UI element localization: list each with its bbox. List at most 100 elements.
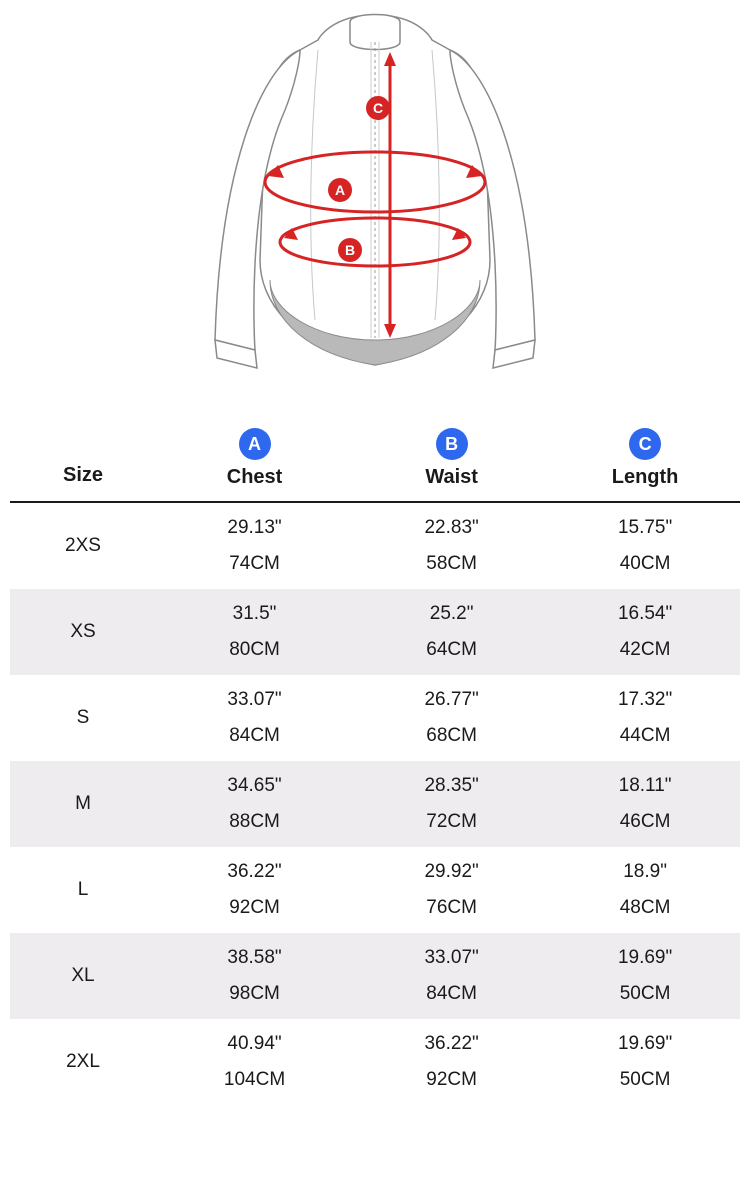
length-inches: 18.9" xyxy=(623,861,667,883)
cell-waist: 22.83" 58CM xyxy=(353,517,550,575)
waist-inches: 22.83" xyxy=(424,517,478,539)
table-row: 2XL 40.94" 104CM 36.22" 92CM 19.69" 50CM xyxy=(10,1019,740,1105)
size-value: M xyxy=(10,793,156,815)
cell-size: L xyxy=(10,879,156,901)
cell-length: 16.54" 42CM xyxy=(550,603,740,661)
cell-length: 19.69" 50CM xyxy=(550,947,740,1005)
length-cm: 40CM xyxy=(620,553,671,575)
cell-size: M xyxy=(10,793,156,815)
table-body: 2XS29.13"74CM22.83"58CM15.75"40CMXS31.5"… xyxy=(10,503,740,1105)
header-size-label: Size xyxy=(10,464,156,489)
chest-cm: 80CM xyxy=(229,639,280,661)
cell-size: S xyxy=(10,707,156,729)
badge-waist: B xyxy=(436,428,468,460)
cell-chest: 31.5" 80CM xyxy=(156,603,353,661)
header-chest-label: Chest xyxy=(227,466,283,489)
waist-inches: 33.07" xyxy=(424,947,478,969)
length-inches: 19.69" xyxy=(618,947,672,969)
size-value: XS xyxy=(10,621,156,643)
waist-cm: 72CM xyxy=(426,811,477,833)
length-inches: 17.32" xyxy=(618,689,672,711)
cell-chest: 33.07"84CM xyxy=(156,689,353,747)
chest-cm: 92CM xyxy=(229,897,280,919)
table-header-row: Size A Chest B Waist C Length xyxy=(10,420,740,503)
chest-inches: 40.94" xyxy=(227,1033,281,1055)
waist-inches: 29.92" xyxy=(424,861,478,883)
cell-size: XL xyxy=(10,965,156,987)
cell-size: 2XS xyxy=(10,535,156,557)
measure-length-label: C xyxy=(373,100,383,116)
waist-cm: 76CM xyxy=(426,897,477,919)
header-waist: B Waist xyxy=(353,428,550,489)
header-chest: A Chest xyxy=(156,428,353,489)
cell-length: 18.11" 46CM xyxy=(550,775,740,833)
measure-chest-label: A xyxy=(335,182,345,198)
waist-cm: 58CM xyxy=(426,553,477,575)
length-cm: 48CM xyxy=(620,897,671,919)
cell-chest: 36.22" 92CM xyxy=(156,861,353,919)
waist-cm: 64CM xyxy=(426,639,477,661)
header-length-label: Length xyxy=(612,466,679,489)
length-inches: 19.69" xyxy=(618,1033,672,1055)
waist-cm: 68CM xyxy=(426,725,477,747)
table-row: M 34.65" 88CM 28.35" 72CM 18.11" 46CM xyxy=(10,761,740,847)
length-cm: 44CM xyxy=(620,725,671,747)
table-row: XS 31.5" 80CM 25.2" 64CM 16.54" 42CM xyxy=(10,589,740,675)
length-inches: 15.75" xyxy=(618,517,672,539)
chest-inches: 34.65" xyxy=(227,775,281,797)
cell-chest: 38.58" 98CM xyxy=(156,947,353,1005)
table-row: 2XS 29.13" 74CM 22.83" 58CM 15.75" 40CM xyxy=(10,503,740,589)
measure-waist-label: B xyxy=(345,242,355,258)
chest-inches: 31.5" xyxy=(233,603,277,625)
cell-waist: 29.92" 76CM xyxy=(353,861,550,919)
cell-length: 17.32" 44CM xyxy=(550,689,740,747)
cell-size: 2XL xyxy=(10,1051,156,1073)
chest-inches: 38.58" xyxy=(227,947,281,969)
size-value: L xyxy=(10,879,156,901)
chest-cm: 104CM xyxy=(224,1069,285,1091)
waist-inches: 28.35" xyxy=(424,775,478,797)
length-cm: 50CM xyxy=(620,983,671,1005)
table-row: XL 38.58" 98CM 33.07" 84CM 19.69" 50CM xyxy=(10,933,740,1019)
header-length: C Length xyxy=(550,428,740,489)
cell-waist: 33.07" 84CM xyxy=(353,947,550,1005)
jersey-diagram: A B C xyxy=(0,0,750,420)
cell-chest: 34.65" 88CM xyxy=(156,775,353,833)
header-waist-label: Waist xyxy=(425,466,478,489)
cell-waist: 36.22" 92CM xyxy=(353,1033,550,1091)
size-value: 2XS xyxy=(10,535,156,557)
length-cm: 50CM xyxy=(620,1069,671,1091)
length-inches: 16.54" xyxy=(618,603,672,625)
chest-cm: 88CM xyxy=(229,811,280,833)
cell-chest: 29.13" 74CM xyxy=(156,517,353,575)
cell-length: 18.9" 48CM xyxy=(550,861,740,919)
header-size: Size xyxy=(10,464,156,489)
chest-cm: 74CM xyxy=(229,553,280,575)
size-value: S xyxy=(10,707,156,729)
length-inches: 18.11" xyxy=(619,775,672,797)
badge-chest: A xyxy=(239,428,271,460)
badge-length: C xyxy=(629,428,661,460)
cell-waist: 25.2" 64CM xyxy=(353,603,550,661)
chest-cm: 84CM xyxy=(229,725,280,747)
waist-cm: 92CM xyxy=(426,1069,477,1091)
chest-inches: 36.22" xyxy=(227,861,281,883)
size-value: XL xyxy=(10,965,156,987)
jersey-svg: A B C xyxy=(200,0,550,400)
cell-waist: 26.77" 68CM xyxy=(353,689,550,747)
cell-length: 15.75" 40CM xyxy=(550,517,740,575)
waist-cm: 84CM xyxy=(426,983,477,1005)
waist-inches: 36.22" xyxy=(424,1033,478,1055)
waist-inches: 26.77" xyxy=(424,689,478,711)
waist-inches: 25.2" xyxy=(430,603,474,625)
cell-size: XS xyxy=(10,621,156,643)
cell-length: 19.69" 50CM xyxy=(550,1033,740,1091)
length-cm: 42CM xyxy=(620,639,671,661)
size-table: Size A Chest B Waist C Length 2XS 29.13" 7… xyxy=(0,420,750,1105)
length-cm: 46CM xyxy=(620,811,671,833)
chest-cm: 98CM xyxy=(229,983,280,1005)
table-row: L 36.22" 92CM 29.92" 76CM 18.9" 48CM xyxy=(10,847,740,933)
cell-chest: 40.94" 104CM xyxy=(156,1033,353,1091)
size-value: 2XL xyxy=(10,1051,156,1073)
chest-inches: 29.13" xyxy=(227,517,281,539)
